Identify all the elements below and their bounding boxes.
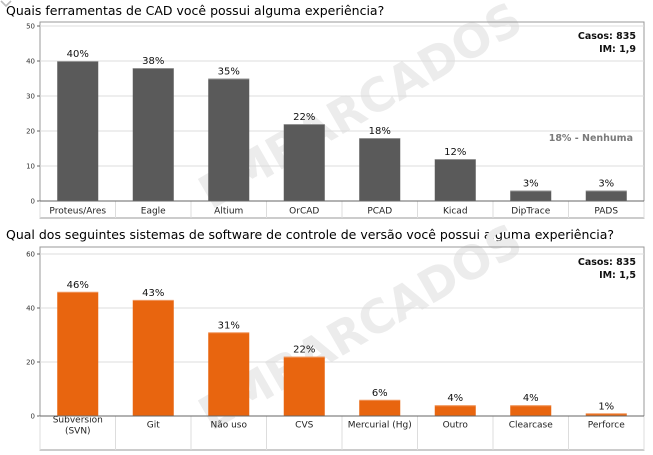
data-label: 22% bbox=[293, 345, 315, 356]
category-label: Não uso bbox=[210, 421, 247, 431]
chart-2-title: Qual dos seguintes sistemas de software … bbox=[6, 227, 615, 242]
category-label: Proteus/Ares bbox=[49, 207, 106, 217]
category-label-line: OrCAD bbox=[289, 207, 319, 217]
category-label-line: Outro bbox=[443, 421, 469, 431]
category-label: PADS bbox=[594, 207, 618, 217]
category-label-line: DipTrace bbox=[511, 207, 550, 217]
data-label: 35% bbox=[218, 67, 240, 78]
data-label: 18% bbox=[369, 126, 391, 137]
y-tick-label: 40 bbox=[26, 305, 35, 313]
category-label-line: PADS bbox=[594, 207, 618, 217]
data-label: 40% bbox=[67, 49, 89, 60]
bar bbox=[208, 332, 250, 416]
bar bbox=[585, 190, 627, 201]
category-label-line: (SVN) bbox=[65, 427, 91, 437]
bar bbox=[434, 159, 476, 201]
category-label-line: Mercurial (Hg) bbox=[348, 421, 412, 431]
category-label-line: Perforce bbox=[588, 421, 625, 431]
data-label: 22% bbox=[293, 112, 315, 123]
bar bbox=[283, 356, 325, 416]
data-label: 31% bbox=[218, 320, 240, 331]
category-label: Mercurial (Hg) bbox=[348, 421, 412, 431]
stats-label: IM: 1,5 bbox=[599, 270, 636, 281]
category-label: Perforce bbox=[588, 421, 625, 431]
category-label: Outro bbox=[443, 421, 469, 431]
bar bbox=[359, 138, 401, 201]
category-label-line: CVS bbox=[295, 421, 313, 431]
category-label: Git bbox=[147, 421, 160, 431]
chart-2: 0 20 40 60 46% Subversion (SVN) 43% Git 31% Não us… bbox=[26, 246, 645, 451]
data-label: 1% bbox=[598, 401, 614, 412]
y-tick-label: 40 bbox=[26, 58, 35, 66]
bar bbox=[132, 68, 174, 201]
data-label: 6% bbox=[372, 388, 388, 399]
data-label: 4% bbox=[523, 393, 539, 404]
bar bbox=[510, 405, 552, 416]
category-label-line: Clearcase bbox=[509, 421, 553, 431]
category-label: Clearcase bbox=[509, 421, 553, 431]
stats-label: Casos: 835 bbox=[578, 31, 636, 42]
chart-1: 0 10 20 30 40 50 40% Proteus/Ares 38% Eagle 35% Alt… bbox=[26, 21, 645, 219]
data-label: 4% bbox=[447, 393, 463, 404]
chart-1-title: Quais ferramentas de CAD você possui alg… bbox=[6, 3, 385, 18]
category-label: OrCAD bbox=[289, 207, 319, 217]
category-label-line: Git bbox=[147, 421, 160, 431]
y-tick-label: 60 bbox=[26, 251, 35, 259]
data-label: 43% bbox=[142, 288, 164, 299]
bar bbox=[585, 413, 627, 416]
category-label-line: Subversion bbox=[53, 416, 103, 426]
y-tick-label: 20 bbox=[26, 359, 35, 367]
category-label: DipTrace bbox=[511, 207, 550, 217]
category-label: Altium bbox=[214, 207, 243, 217]
data-label: 3% bbox=[523, 179, 539, 190]
y-tick-label: 30 bbox=[26, 93, 35, 101]
data-label: 3% bbox=[598, 179, 614, 190]
data-label: 46% bbox=[67, 280, 89, 291]
data-label: 12% bbox=[444, 147, 466, 158]
category-label: Kicad bbox=[443, 207, 468, 217]
category-label-line: Kicad bbox=[443, 207, 468, 217]
y-tick-label: 50 bbox=[26, 23, 35, 31]
bar bbox=[510, 190, 552, 201]
bar bbox=[283, 124, 325, 201]
annotation-text: 18% - Nenhuma bbox=[549, 133, 633, 144]
data-label: 38% bbox=[142, 56, 164, 67]
stats-label: IM: 1,9 bbox=[599, 44, 636, 55]
y-tick-label: 0 bbox=[31, 413, 35, 421]
bar bbox=[359, 399, 401, 416]
category-label-line: Eagle bbox=[141, 207, 166, 217]
bar bbox=[208, 78, 250, 201]
y-tick-label: 20 bbox=[26, 128, 35, 136]
stats-label: Casos: 835 bbox=[578, 257, 636, 268]
bar bbox=[434, 405, 476, 416]
category-label-line: Não uso bbox=[210, 421, 247, 431]
bar bbox=[57, 291, 99, 416]
category-label-line: Proteus/Ares bbox=[49, 207, 106, 217]
y-tick-label: 0 bbox=[31, 198, 35, 206]
category-label: CVS bbox=[295, 421, 313, 431]
category-label: Eagle bbox=[141, 207, 166, 217]
y-tick-label: 10 bbox=[26, 163, 35, 171]
corner-logo-icon bbox=[0, 0, 12, 8]
category-label-line: PCAD bbox=[367, 207, 392, 217]
bar bbox=[57, 61, 99, 201]
bar bbox=[132, 299, 174, 416]
category-label-line: Altium bbox=[214, 207, 243, 217]
category-label: PCAD bbox=[367, 207, 392, 217]
category-label: Subversion (SVN) bbox=[53, 416, 103, 437]
